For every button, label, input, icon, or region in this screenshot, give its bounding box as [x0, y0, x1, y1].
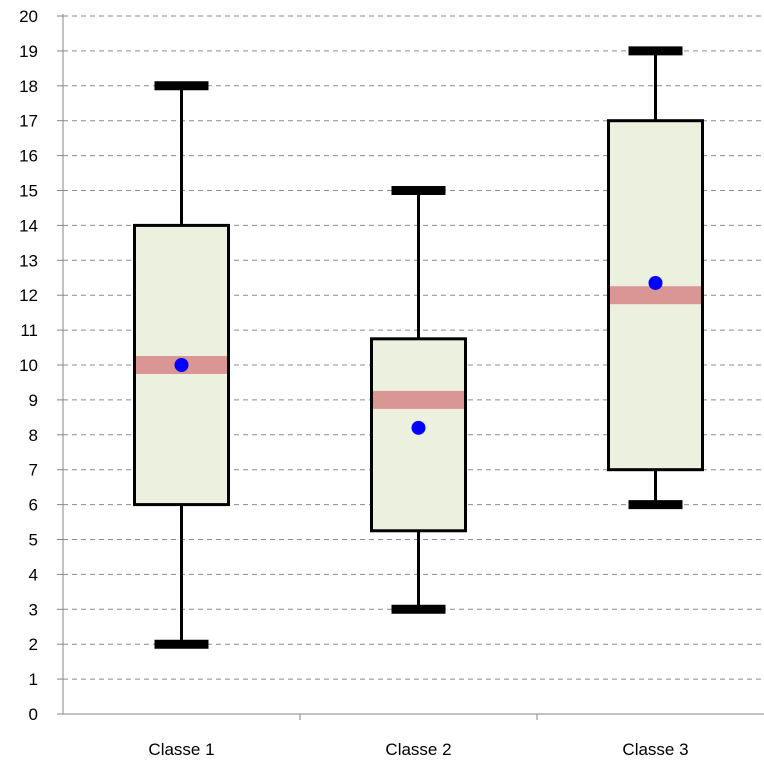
y-tick-label: 17	[19, 112, 38, 131]
x-category-label: Classe 3	[622, 740, 688, 759]
y-tick-label: 10	[19, 356, 38, 375]
y-tick-label: 0	[29, 705, 38, 724]
y-tick-label: 2	[29, 635, 38, 654]
axes	[57, 14, 764, 720]
y-tick-label: 4	[29, 565, 38, 584]
y-tick-label: 6	[29, 496, 38, 515]
y-tick-label: 8	[29, 426, 38, 445]
boxes	[133, 46, 704, 649]
box-1	[133, 81, 230, 649]
y-tick-label: 1	[29, 670, 38, 689]
x-category-label: Classe 2	[385, 740, 451, 759]
y-tick-label: 11	[20, 321, 38, 340]
y-tick-label: 12	[19, 286, 38, 305]
y-tick-label: 9	[29, 391, 38, 410]
mean-marker	[411, 420, 426, 435]
mean-marker	[648, 275, 663, 290]
y-tick-label: 15	[19, 182, 38, 201]
y-tick-label: 16	[19, 147, 38, 166]
median-line	[373, 390, 464, 409]
y-tick-label: 20	[19, 7, 38, 26]
x-category-label: Classe 1	[148, 740, 214, 759]
y-tick-label: 5	[29, 531, 38, 550]
y-tick-label: 13	[19, 251, 38, 270]
y-tick-label: 19	[19, 42, 38, 61]
y-tick-label: 18	[19, 77, 38, 96]
median-line	[610, 286, 701, 305]
box-3	[607, 46, 704, 510]
y-tick-label: 7	[29, 461, 38, 480]
y-tick-label: 14	[19, 216, 38, 235]
box-2	[370, 186, 467, 614]
mean-marker	[174, 358, 189, 372]
y-tick-label: 3	[29, 600, 38, 619]
